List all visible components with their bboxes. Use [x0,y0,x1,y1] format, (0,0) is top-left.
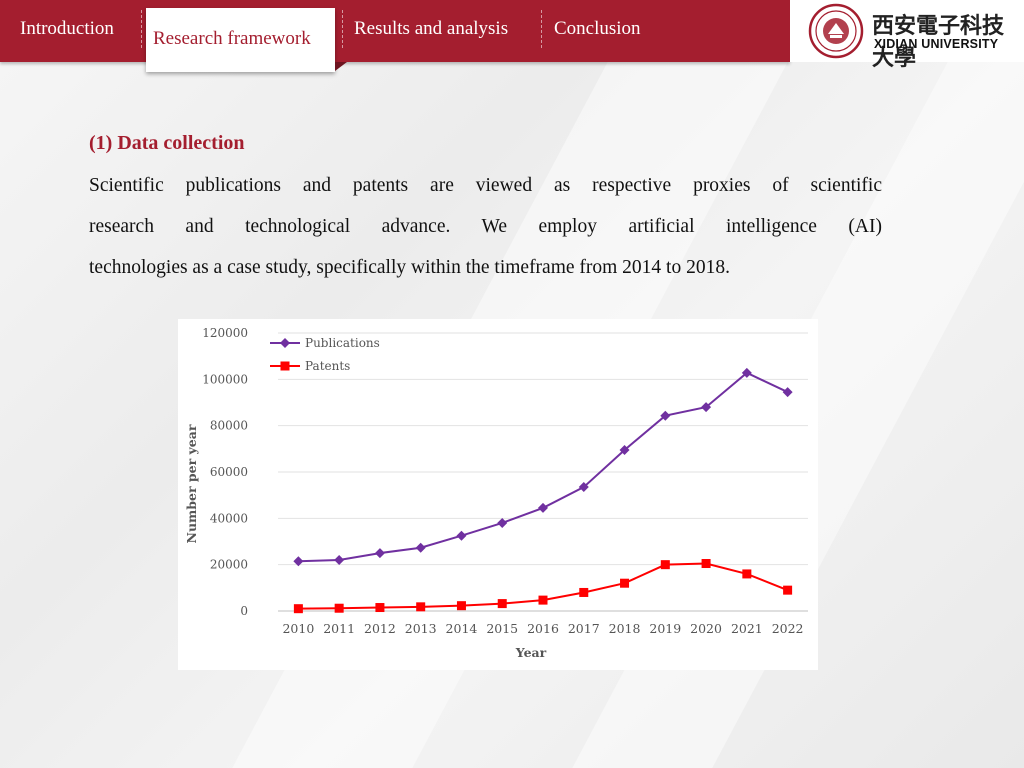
y-tick-label: 0 [240,604,248,618]
y-axis-title: Number per year [184,424,199,543]
data-point-publications [415,542,426,553]
paragraph-line: Scientific publications and patents are … [89,175,882,196]
x-tick-label: 2010 [282,621,314,636]
x-tick-label: 2019 [649,621,681,636]
university-seal-icon [808,3,864,59]
tab-separator [541,10,542,48]
data-point-publications [578,482,589,493]
y-tick-label: 20000 [210,558,248,572]
x-axis-title: Year [515,645,547,660]
logo-chinese-name: 西安電子科技大學 [872,13,1005,71]
y-tick-label: 80000 [210,419,248,433]
tab-research-framework[interactable]: Research framework [146,8,335,72]
section-title: (1) Data collection [89,132,245,154]
series-line-publications [298,371,789,563]
data-point-publications [701,402,712,413]
x-tick-label: 2022 [772,621,804,636]
data-point-patents [416,602,426,612]
data-point-publications [538,502,548,513]
y-tick-label: 120000 [202,326,248,340]
chart-canvas: 0 20000 40000 60000 80000 100000 120000 2010 201… [184,326,808,660]
data-point-publications [497,517,508,528]
tab-conclusion[interactable]: Conclusion [554,18,641,39]
x-tick-label: 2012 [364,621,396,636]
data-point-publications [374,548,385,559]
paragraph-line: research and technological advance. We e… [89,216,882,237]
x-tick-label: 2016 [527,621,559,636]
data-point-patents [497,599,507,609]
data-point-publications [293,556,304,567]
data-point-patents [538,595,548,605]
data-point-patents [620,578,630,588]
line-chart: 0 20000 40000 60000 80000 100000 120000 2010 201… [178,319,818,670]
tab-introduction[interactable]: Introduction [20,18,114,39]
tab-separator [141,10,142,48]
y-tick-label: 40000 [210,511,248,525]
top-navigation-bar: Introduction Results and analysis Conclu… [0,0,790,62]
legend-marker-publications [280,338,290,348]
data-point-publications [334,555,345,566]
x-tick-label: 2014 [446,621,478,636]
legend-marker-patents [280,361,290,371]
x-tick-label: 2018 [609,621,641,636]
legend-label-patents: Patents [305,359,350,373]
x-tick-label: 2017 [568,621,600,636]
x-tick-label: 2020 [690,621,722,636]
data-point-patents [742,569,752,579]
y-tick-label: 60000 [210,465,248,479]
data-point-patents [334,603,344,613]
tab-results-and-analysis[interactable]: Results and analysis [354,18,509,39]
x-tick-label: 2011 [323,621,355,636]
data-point-patents [660,560,670,570]
data-point-publications [741,367,752,378]
paragraph-line: technologies as a case study, specifical… [89,257,730,278]
data-point-publications [456,530,467,541]
data-point-patents [456,601,466,611]
data-point-patents [375,603,385,613]
x-tick-label: 2021 [731,621,763,636]
x-tick-label: 2015 [486,621,518,636]
x-tick-label: 2013 [405,621,437,636]
data-point-patents [783,585,793,595]
active-tab-shadow-tip [335,62,347,71]
data-point-publications [782,387,793,398]
data-point-patents [701,559,711,569]
legend-label-publications: Publications [305,336,380,350]
y-tick-label: 100000 [202,372,248,386]
data-point-patents [293,604,303,614]
data-point-publications [619,444,630,455]
university-logo: 西安電子科技大學 XIDIAN UNIVERSITY [790,0,1024,71]
tab-separator [342,10,343,48]
data-point-patents [579,587,589,597]
data-point-publications [660,410,671,421]
logo-english-name: XIDIAN UNIVERSITY [874,37,999,51]
